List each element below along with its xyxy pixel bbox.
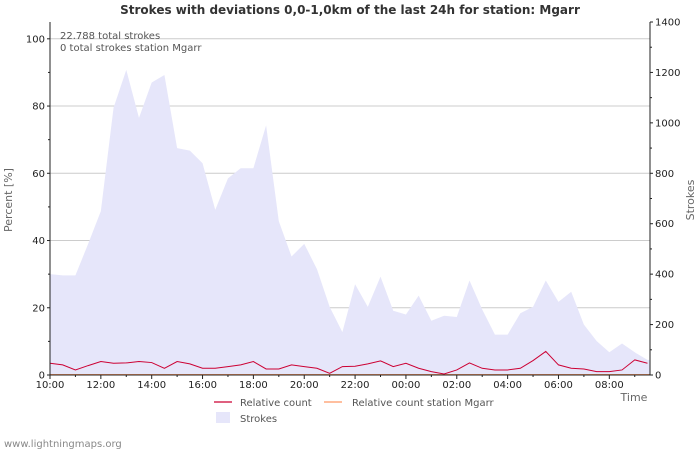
x-tick-label: 12:00 bbox=[86, 380, 115, 391]
legend-relative-count-station: Relative count station Mgarr bbox=[352, 398, 495, 409]
y-tick-right-label: 600 bbox=[655, 219, 674, 230]
x-tick-label: 00:00 bbox=[392, 380, 421, 391]
legend-strokes-swatch bbox=[216, 412, 230, 423]
y-tick-right-label: 800 bbox=[655, 169, 674, 180]
strokes-area bbox=[50, 69, 650, 376]
y-tick-right-label: 0 bbox=[655, 371, 661, 382]
chart-title: Strokes with deviations 0,0-1,0km of the… bbox=[120, 3, 580, 17]
y-ticks-right: 0 200 400 600 800 1000 1200 1400 bbox=[650, 18, 680, 382]
x-tick-label: 02:00 bbox=[442, 380, 471, 391]
x-tick-label: 14:00 bbox=[137, 380, 166, 391]
legend-strokes: Strokes bbox=[240, 414, 277, 425]
y-tick-left-label: 40 bbox=[32, 236, 45, 247]
y-tick-right-label: 200 bbox=[655, 320, 674, 331]
y-ticks-left: 0 20 40 60 80 100 bbox=[26, 34, 50, 382]
relative-count-line bbox=[49, 350, 648, 375]
legend-relative-count: Relative count bbox=[240, 398, 312, 409]
y-tick-right-label: 1000 bbox=[655, 118, 680, 129]
x-tick-label: 06:00 bbox=[544, 380, 573, 391]
x-ticks: 10:00 12:00 14:00 16:00 18:00 20:00 22:00 00:00… bbox=[36, 375, 636, 391]
footer-credit: www.lightningmaps.org bbox=[4, 439, 122, 450]
annotation-station-strokes: 0 total strokes station Mgarr bbox=[60, 43, 202, 54]
x-tick-label: 04:00 bbox=[493, 380, 522, 391]
y-tick-left-label: 100 bbox=[26, 34, 45, 45]
x-tick-label: 22:00 bbox=[341, 380, 370, 391]
y-tick-left-label: 80 bbox=[32, 102, 45, 113]
y-axis-label-left: Percent [%] bbox=[2, 168, 15, 232]
y-tick-left-label: 20 bbox=[32, 303, 45, 314]
y-tick-right-label: 1400 bbox=[655, 18, 680, 29]
annotation-total-strokes: 22.788 total strokes bbox=[60, 31, 160, 42]
legend: Relative count Relative count station Mg… bbox=[214, 398, 495, 425]
y-axis-label-right: Strokes bbox=[684, 179, 697, 220]
x-tick-label: 08:00 bbox=[595, 380, 624, 391]
y-tick-right-label: 1200 bbox=[655, 68, 680, 79]
x-tick-label: 10:00 bbox=[36, 380, 65, 391]
strokes-series bbox=[50, 69, 650, 376]
x-tick-label: 20:00 bbox=[290, 380, 319, 391]
y-tick-left-label: 0 bbox=[39, 371, 45, 382]
x-axis-label: Time bbox=[620, 391, 648, 404]
x-tick-label: 16:00 bbox=[188, 380, 217, 391]
y-tick-left-label: 60 bbox=[32, 169, 45, 180]
x-tick-label: 18:00 bbox=[239, 380, 268, 391]
y-tick-right-label: 400 bbox=[655, 270, 674, 281]
